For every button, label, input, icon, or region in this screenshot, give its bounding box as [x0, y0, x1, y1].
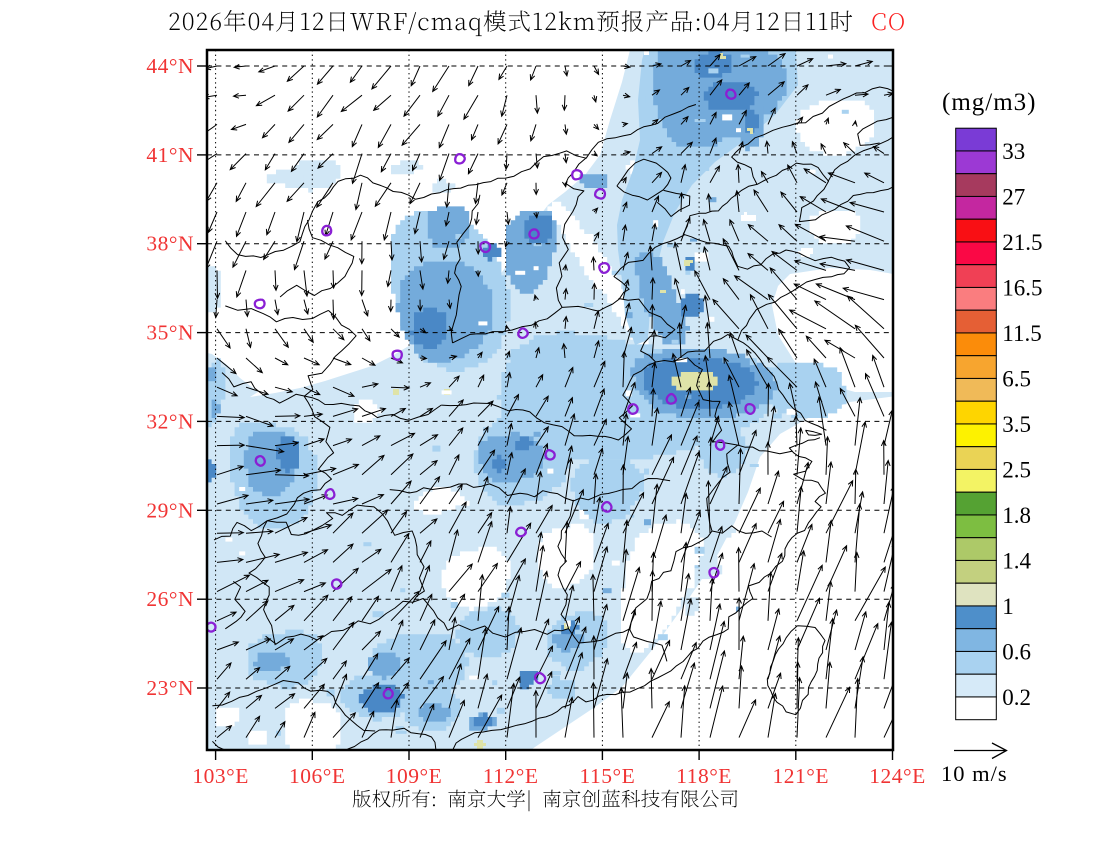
svg-text:118°E: 118°E [676, 764, 732, 788]
svg-text:27: 27 [1002, 184, 1025, 209]
svg-text:21.5: 21.5 [1002, 230, 1042, 255]
svg-text:1.4: 1.4 [1002, 549, 1031, 574]
svg-text:1.8: 1.8 [1002, 503, 1031, 528]
svg-text:11.5: 11.5 [1002, 321, 1041, 346]
svg-text:38°N: 38°N [146, 232, 194, 256]
svg-text:2.5: 2.5 [1002, 457, 1031, 482]
svg-text:(mg/m3): (mg/m3) [942, 89, 1037, 116]
svg-text:10 m/s: 10 m/s [941, 761, 1008, 786]
svg-text:6.5: 6.5 [1002, 366, 1031, 391]
svg-text:0.6: 0.6 [1002, 640, 1031, 665]
svg-text:41°N: 41°N [146, 143, 194, 167]
svg-text:26°N: 26°N [146, 587, 194, 611]
svg-text:44°N: 44°N [146, 54, 194, 78]
svg-text:33: 33 [1002, 139, 1025, 164]
svg-text:106°E: 106°E [289, 764, 345, 788]
svg-text:16.5: 16.5 [1002, 275, 1042, 300]
svg-text:0.2: 0.2 [1002, 685, 1031, 710]
svg-text:109°E: 109°E [386, 764, 442, 788]
svg-text:115°E: 115°E [580, 764, 636, 788]
svg-text:3.5: 3.5 [1002, 412, 1031, 437]
svg-text:1: 1 [1002, 594, 1014, 619]
svg-text:121°E: 121°E [773, 764, 829, 788]
svg-text:35°N: 35°N [146, 321, 194, 345]
svg-text:124°E: 124°E [869, 764, 925, 788]
svg-text:32°N: 32°N [146, 409, 194, 433]
svg-text:23°N: 23°N [146, 676, 194, 700]
svg-text:112°E: 112°E [483, 764, 539, 788]
svg-text:29°N: 29°N [146, 498, 194, 522]
svg-text:103°E: 103°E [192, 764, 248, 788]
